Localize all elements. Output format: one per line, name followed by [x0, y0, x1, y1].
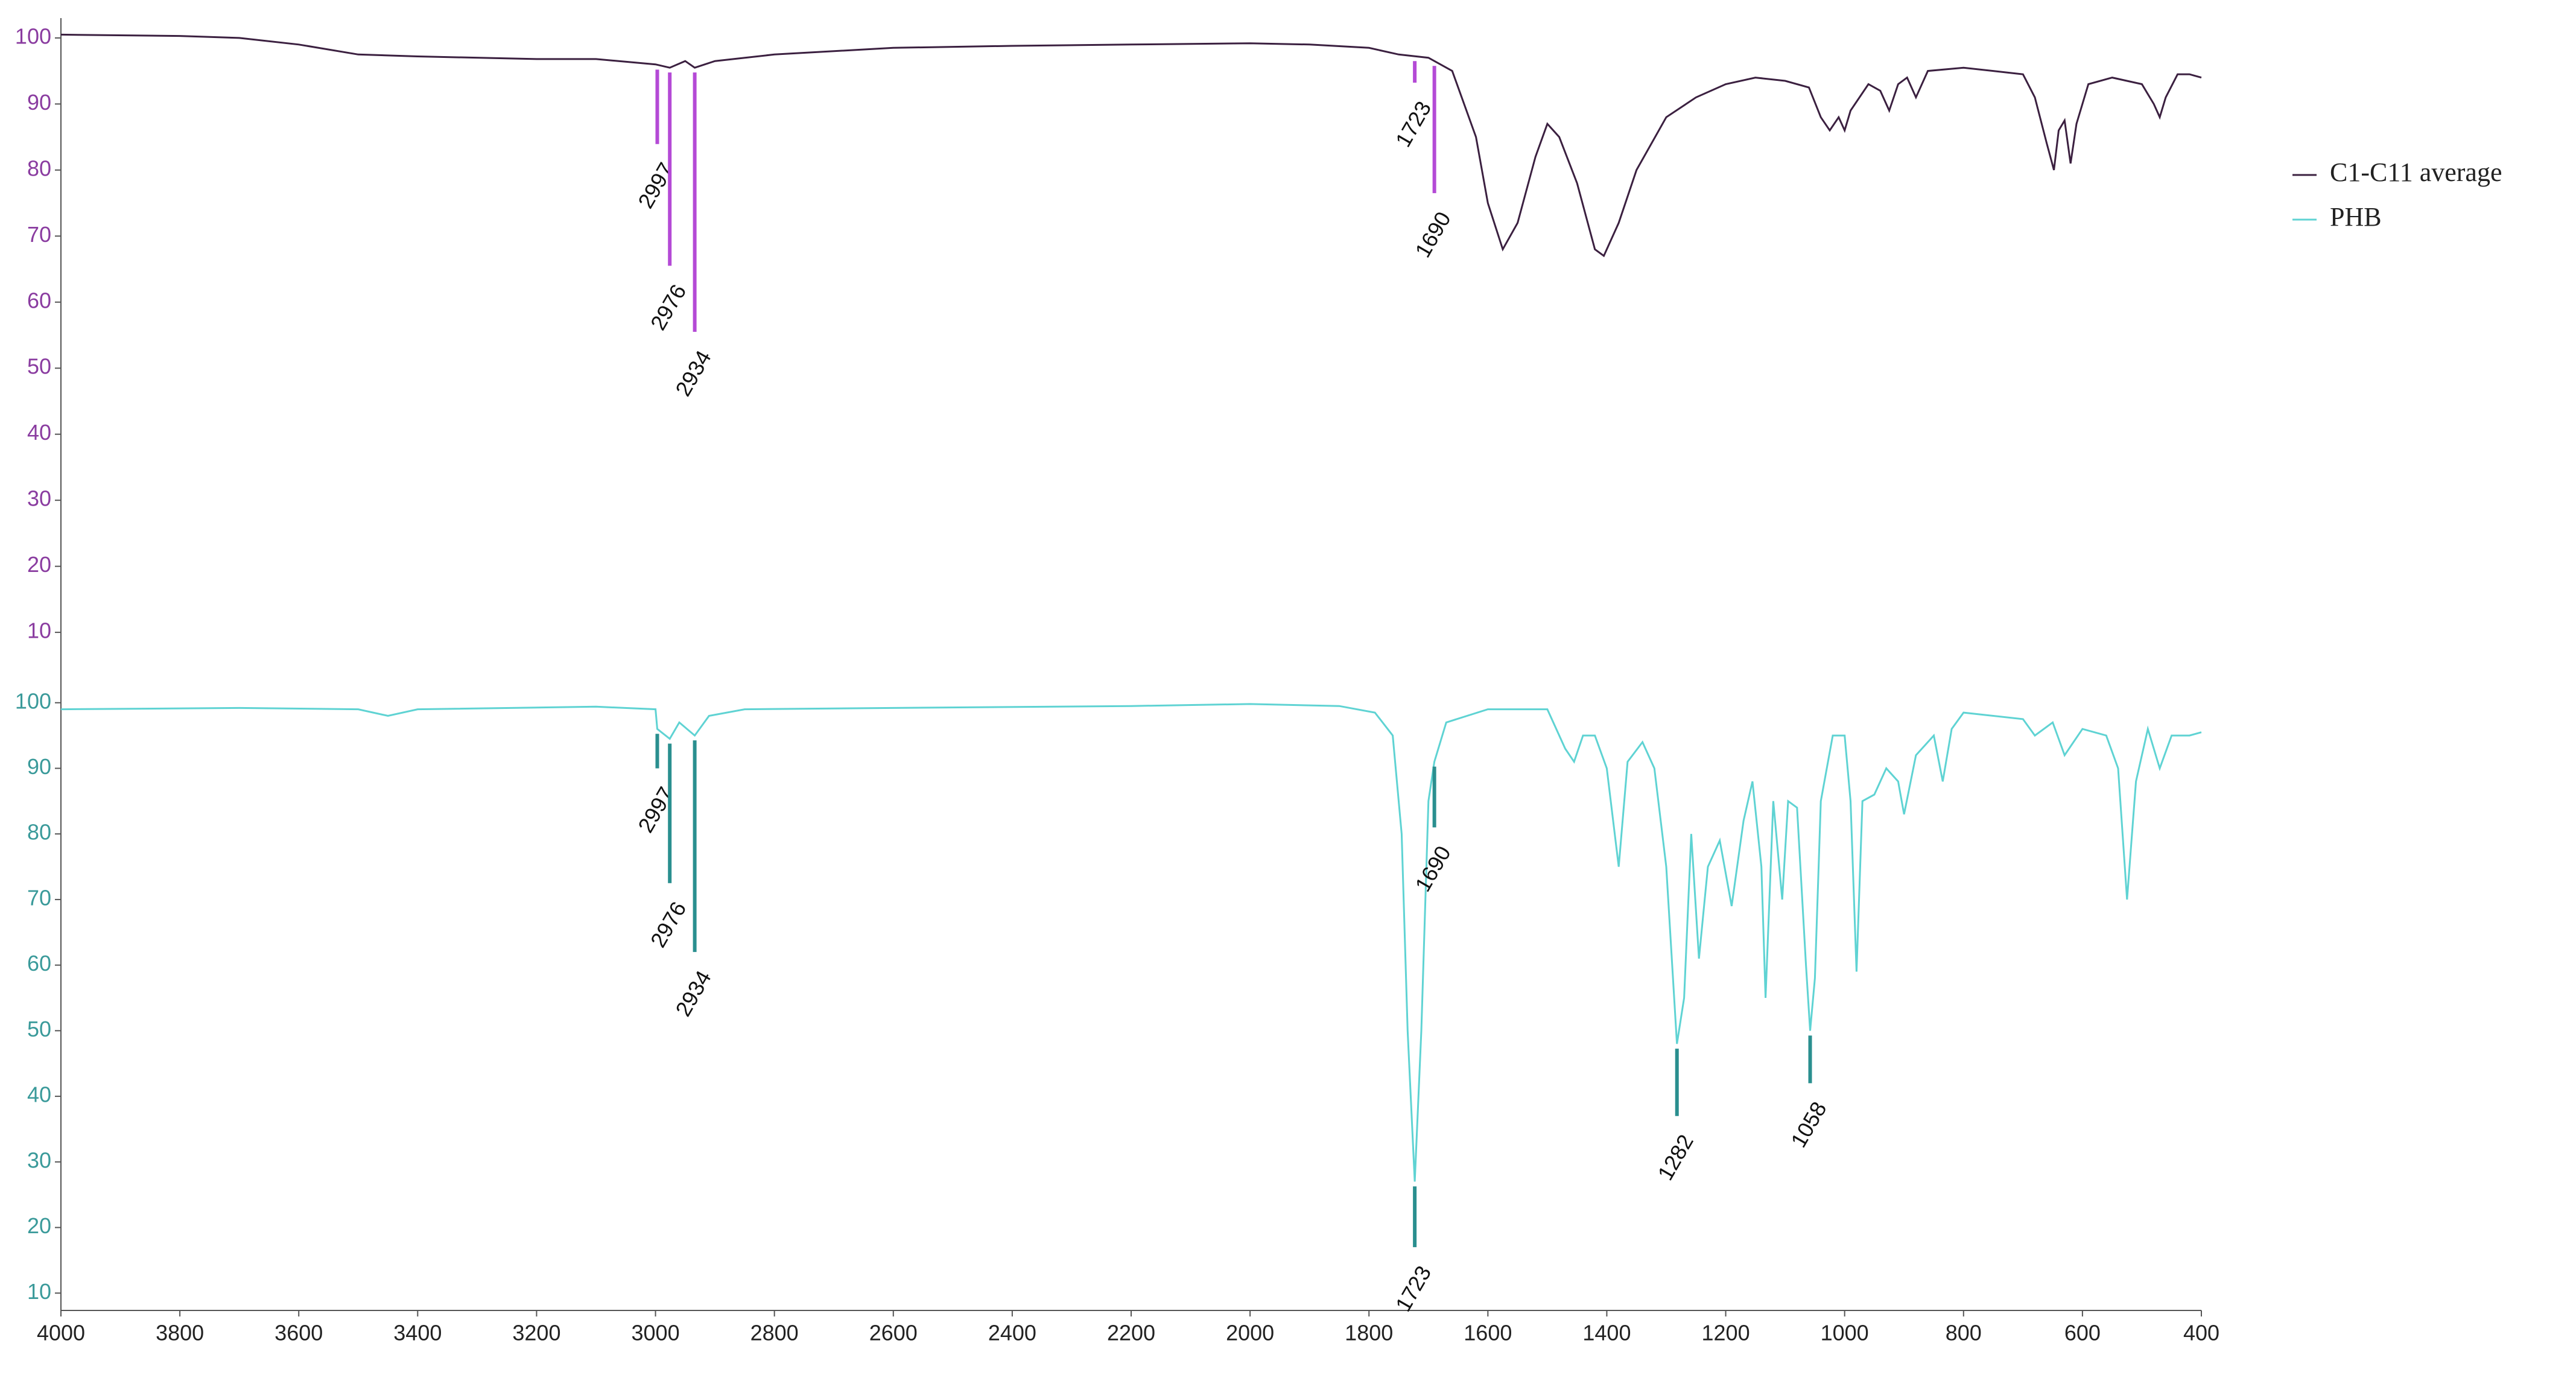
x-tick-label: 400 — [2183, 1321, 2219, 1345]
peak-label: 2976 — [646, 897, 691, 951]
x-tick-label: 2800 — [750, 1321, 799, 1345]
y-tick-label: 100 — [15, 688, 51, 713]
y-tick-label: 90 — [27, 90, 51, 115]
peak-label: 1690 — [1410, 842, 1456, 896]
y-tick-label: 40 — [27, 1082, 51, 1107]
x-tick-label: 3400 — [393, 1321, 442, 1345]
y-tick-label: 70 — [27, 885, 51, 910]
x-tick-label: 2200 — [1107, 1321, 1155, 1345]
x-tick-label: 3600 — [274, 1321, 323, 1345]
x-tick-label: 1600 — [1464, 1321, 1512, 1345]
peak-label: 1058 — [1786, 1097, 1832, 1152]
x-tick-label: 3200 — [512, 1321, 560, 1345]
y-tick-label: 90 — [27, 754, 51, 779]
x-tick-label: 1000 — [1821, 1321, 1869, 1345]
y-tick-label: 60 — [27, 951, 51, 976]
peak-label: 1723 — [1391, 97, 1436, 151]
spectrum-line — [60, 703, 2202, 1182]
y-tick-label: 30 — [27, 1148, 51, 1172]
peak-label: 2997 — [633, 158, 679, 212]
spectrum-line — [60, 33, 2202, 258]
y-tick-label: 50 — [27, 354, 51, 379]
legend-label: PHB — [2330, 202, 2382, 232]
peak-label: 2934 — [670, 966, 716, 1020]
x-tick-label: 3800 — [156, 1321, 204, 1345]
y-tick-label: 20 — [27, 552, 51, 577]
x-tick-label: 800 — [1946, 1321, 1982, 1345]
y-tick-label: 70 — [27, 222, 51, 247]
peak-label: 1723 — [1391, 1262, 1436, 1316]
x-tick-label: 2000 — [1226, 1321, 1274, 1345]
x-tick-label: 2400 — [988, 1321, 1036, 1345]
x-tick-label: 2600 — [869, 1321, 918, 1345]
x-tick-label: 1200 — [1702, 1321, 1750, 1345]
y-tick-label: 10 — [27, 618, 51, 643]
y-tick-label: 40 — [27, 420, 51, 445]
y-tick-label: 50 — [27, 1017, 51, 1041]
peak-label: 2976 — [646, 280, 691, 334]
y-tick-label: 80 — [27, 156, 51, 180]
y-tick-label: 60 — [27, 288, 51, 313]
y-tick-label: 10 — [27, 1279, 51, 1304]
x-tick-label: 4000 — [37, 1321, 85, 1345]
peak-label: 2997 — [633, 783, 679, 837]
peak-label: 1690 — [1410, 208, 1456, 262]
x-tick-label: 1400 — [1582, 1321, 1631, 1345]
y-tick-label: 20 — [27, 1213, 51, 1238]
x-tick-label: 3000 — [632, 1321, 680, 1345]
x-tick-label: 1800 — [1345, 1321, 1393, 1345]
legend-label: C1-C11 average — [2330, 157, 2502, 187]
y-tick-label: 100 — [15, 24, 51, 48]
y-tick-label: 80 — [27, 820, 51, 845]
x-tick-label: 600 — [2064, 1321, 2101, 1345]
peak-label: 1282 — [1652, 1130, 1698, 1184]
peak-label: 2934 — [670, 346, 716, 401]
y-tick-label: 30 — [27, 486, 51, 511]
